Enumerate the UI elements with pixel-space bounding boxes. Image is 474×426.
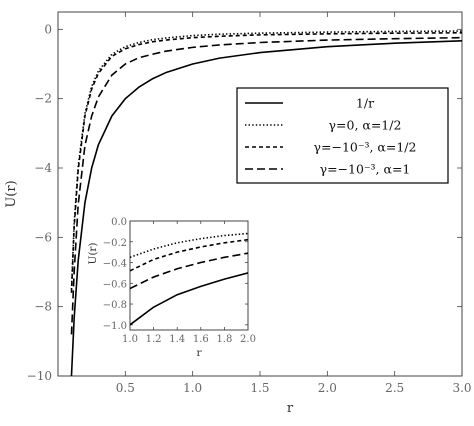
inset-x-axis-title: r [196, 347, 202, 359]
inset-y-axis-title: U(r) [87, 242, 99, 264]
inset-y-tick-label: −0.2 [103, 238, 127, 249]
main-series-2-line [70, 32, 462, 293]
main-y-axis-title: U(r) [4, 180, 19, 207]
main-x-tick-label: 2.5 [385, 381, 404, 395]
inset-x-tick-label: 2.0 [240, 334, 256, 345]
inset-series-0-line [130, 272, 248, 326]
inset-plot: 1.0 1.2 1.4 1.6 1.8 2.0 0.0 −0.2 −0.4 −0.6 −0.8 −1.… [87, 213, 258, 367]
main-y-tick-label: 0 [44, 22, 52, 36]
inset-series-2-line [130, 238, 248, 272]
main-series-0-line [70, 39, 462, 376]
main-y-tick-label: −8 [34, 300, 52, 314]
main-series-group [70, 30, 462, 376]
inset-x-tick-label: 1.8 [216, 334, 232, 345]
inset-series-group [130, 232, 248, 326]
inset-x-tick-label: 1.0 [122, 334, 138, 345]
inset-y-tick-label: −0.4 [103, 259, 127, 270]
inset-x-tick-label: 1.2 [146, 334, 162, 345]
inset-y-tick-label: −1.0 [103, 321, 127, 332]
inset-series-1-line [130, 232, 248, 259]
legend-box [236, 87, 449, 184]
inset-y-tick-label: −0.6 [103, 279, 127, 290]
main-y-tick-label: −4 [34, 161, 52, 175]
inset-background [100, 213, 258, 367]
inset-y-tick-label: −0.8 [103, 300, 127, 311]
legend: 1/r γ=0, α=1/2 γ=−10⁻³, α=1/2 γ=−10⁻³, α=1 [236, 87, 449, 184]
main-y-tick-label: −2 [34, 92, 52, 106]
legend-series-0-label: 1/r [356, 96, 374, 111]
inset-x-tick-label: 1.4 [169, 334, 185, 345]
main-x-tick-label: 0.5 [116, 381, 135, 395]
main-series-3-line [70, 36, 462, 335]
legend-series-2-label: γ=−10⁻³, α=1/2 [314, 140, 417, 155]
main-x-axis-title: r [287, 401, 294, 416]
main-x-tick-label: 1.5 [250, 381, 269, 395]
inset-x-tick-label: 1.6 [193, 334, 209, 345]
inset-series-3-line [130, 252, 248, 290]
legend-series-3-label: γ=−10⁻³, α=1 [320, 162, 411, 177]
main-x-tick-label: 3.0 [452, 381, 471, 395]
main-y-tick-label: −10 [27, 369, 52, 383]
main-x-tick-label: 1.0 [183, 381, 202, 395]
inset-y-tick-label: 0.0 [111, 217, 127, 228]
inset-frame [129, 220, 249, 331]
main-y-tick-label: −6 [34, 230, 52, 244]
main-x-tick-label: 2.0 [318, 381, 337, 395]
main-plot: 0.5 1.0 1.5 2.0 2.5 3.0 0 −2 −4 −6 −8 −10 r U(r) [4, 11, 472, 416]
legend-series-1-label: γ=0, α=1/2 [329, 118, 402, 133]
